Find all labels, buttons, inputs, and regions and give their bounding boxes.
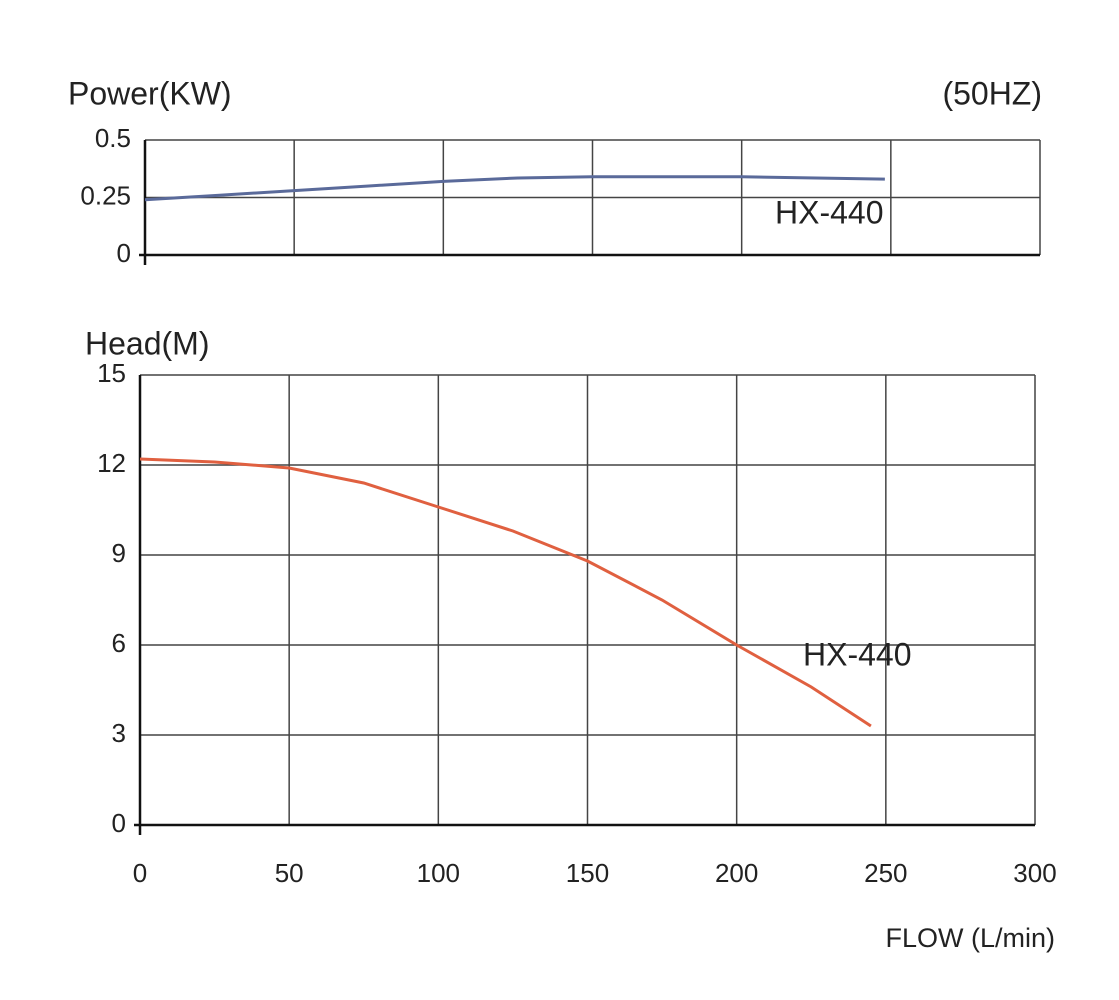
y-tick-label: 0: [112, 808, 126, 838]
y-tick-label: 12: [97, 448, 126, 478]
y-tick-label: 15: [97, 358, 126, 388]
series-line: [144, 175, 885, 202]
y-axis-title: Head(M): [85, 325, 209, 361]
x-tick-label: 0: [133, 858, 147, 888]
series-label: HX-440: [775, 194, 884, 230]
annotation: (50HZ): [942, 75, 1042, 111]
series-label: HX-440: [803, 636, 912, 672]
x-tick-label: 150: [566, 858, 609, 888]
x-tick-label: 200: [715, 858, 758, 888]
x-axis-title: FLOW (L/min): [885, 923, 1055, 953]
y-tick-label: 0: [117, 238, 131, 268]
y-tick-label: 9: [112, 538, 126, 568]
y-tick-label: 6: [112, 628, 126, 658]
x-tick-label: 100: [417, 858, 460, 888]
y-tick-label: 0.25: [80, 180, 131, 210]
y-axis-title: Power(KW): [68, 75, 232, 111]
y-tick-label: 0.5: [95, 123, 131, 153]
y-tick-label: 3: [112, 718, 126, 748]
x-tick-label: 50: [275, 858, 304, 888]
series-line: [139, 457, 872, 728]
x-tick-label: 250: [864, 858, 907, 888]
x-tick-label: 300: [1013, 858, 1056, 888]
